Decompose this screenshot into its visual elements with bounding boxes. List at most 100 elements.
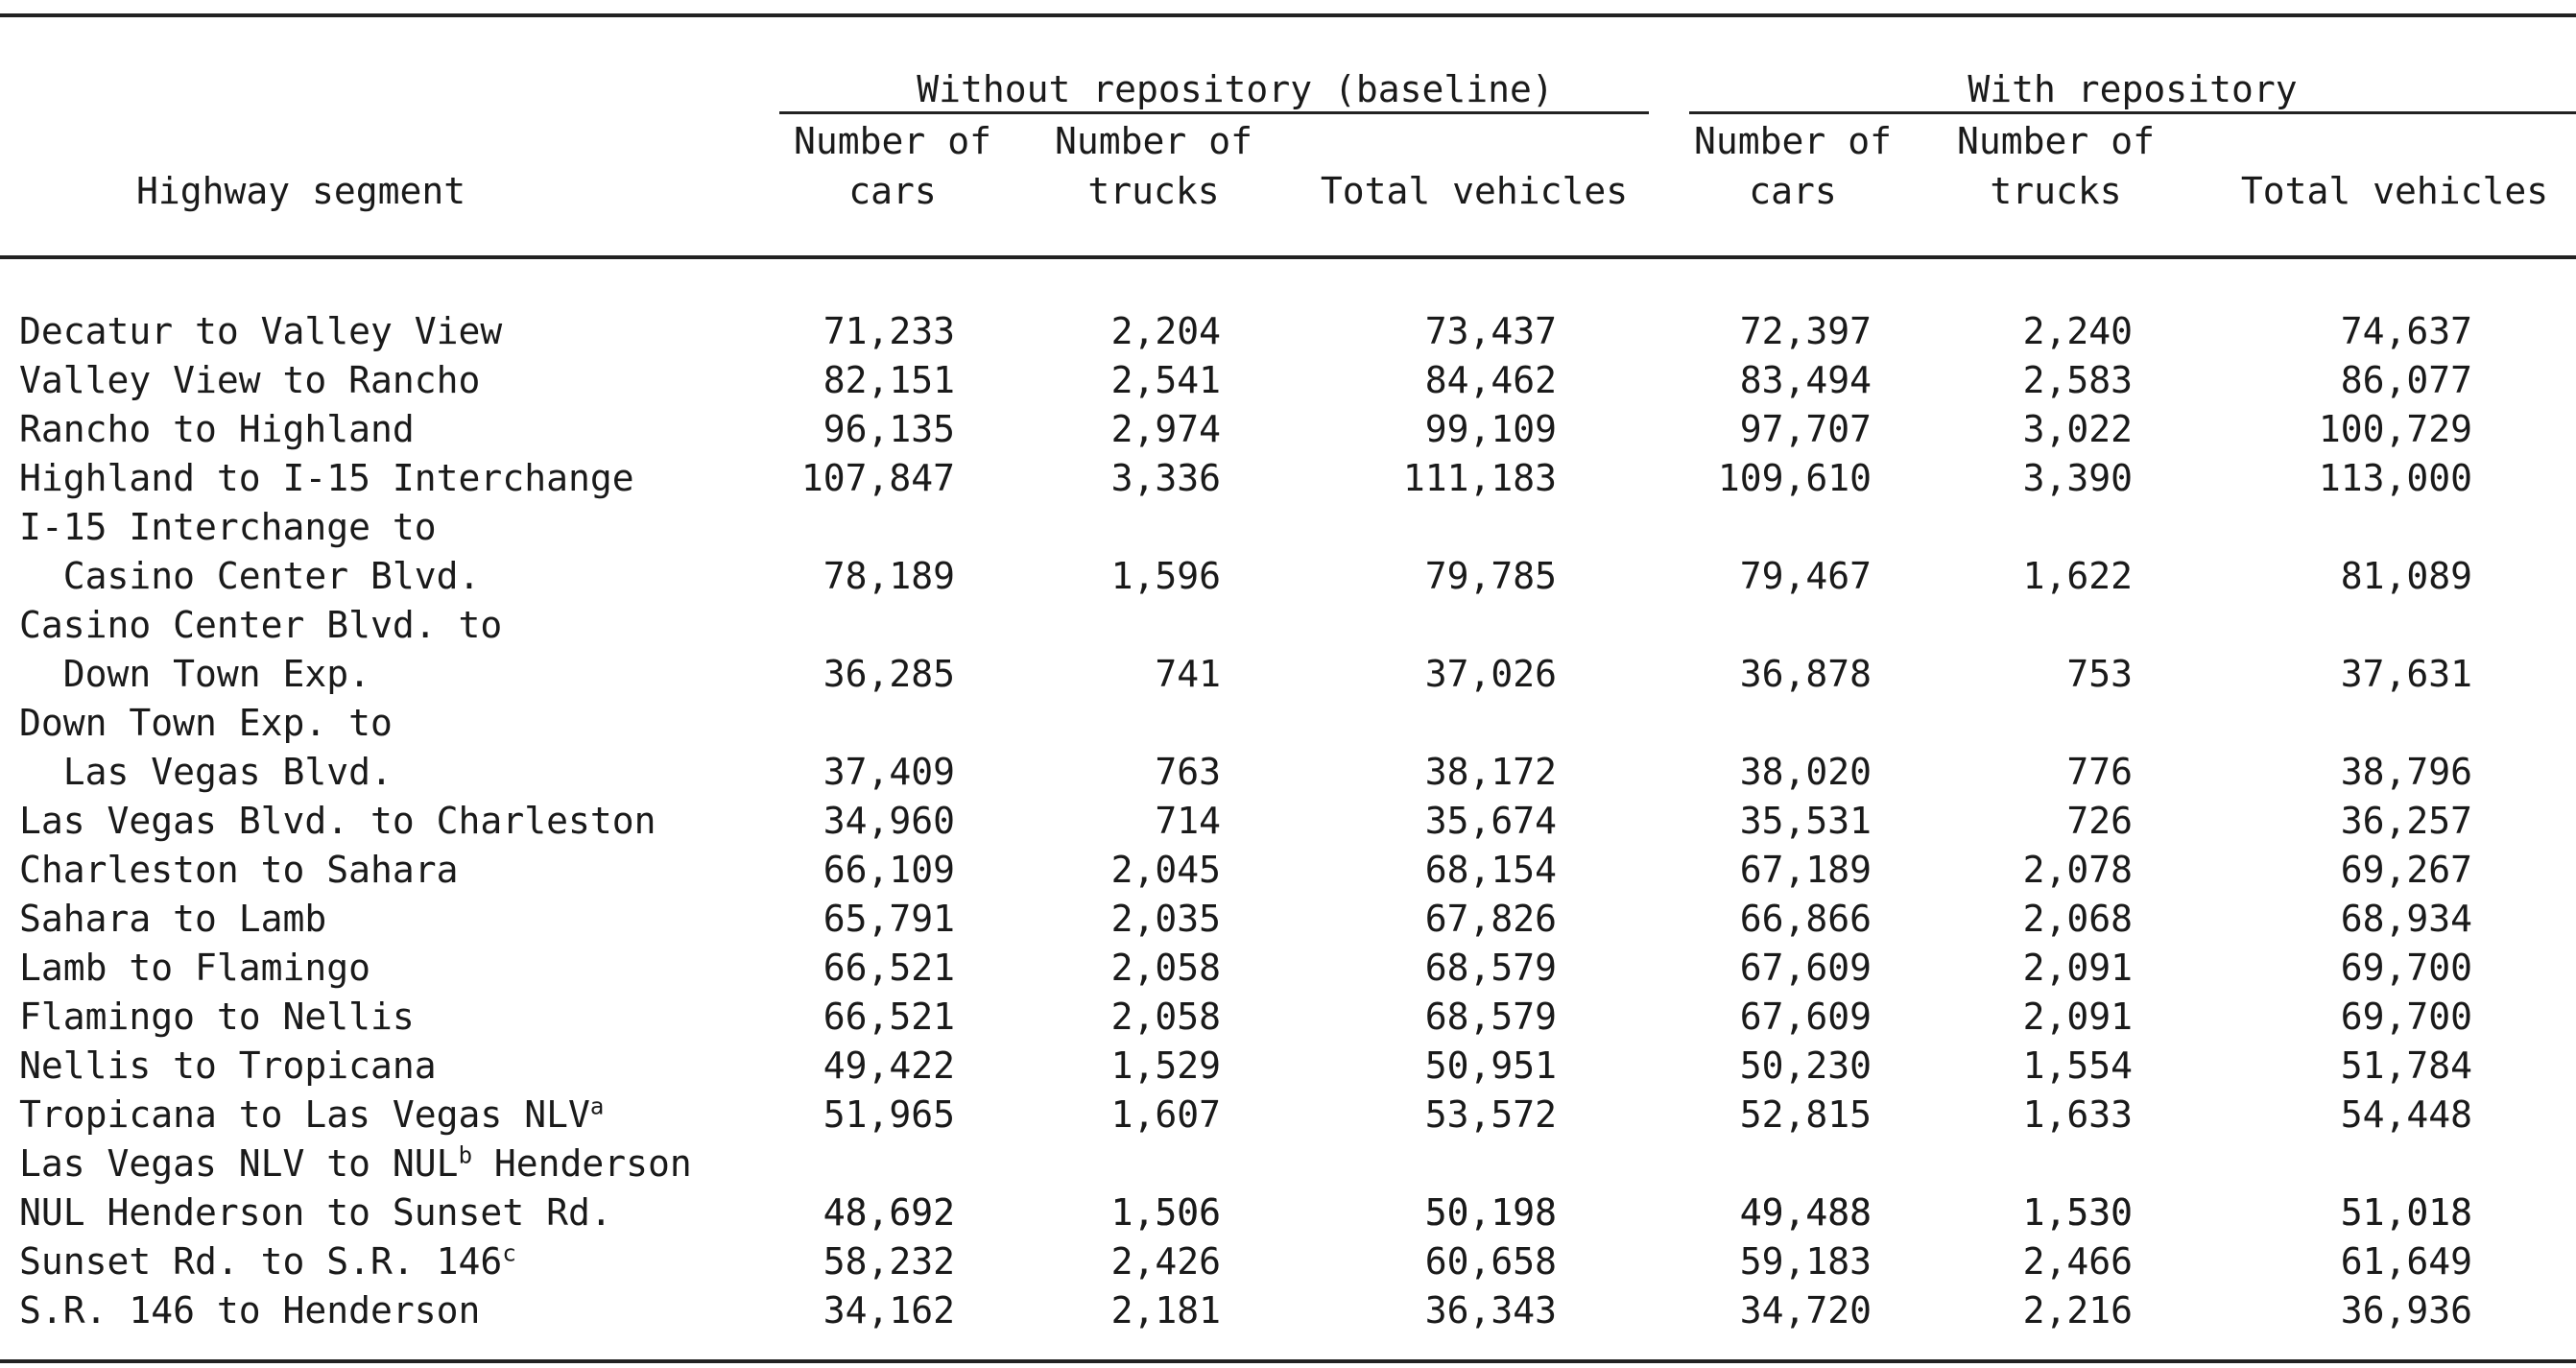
col-header-trucks2-line1: Number of xyxy=(1957,120,2155,162)
group-rule-with-repository xyxy=(1689,111,2576,114)
group-rule-baseline xyxy=(779,111,1649,114)
segment-label: NUL Henderson to Sunset Rd. xyxy=(19,1191,612,1234)
table-cell: 67,826 xyxy=(1424,898,1557,940)
table-cell: 82,151 xyxy=(823,359,955,401)
col-header-trucks-line1: Number of xyxy=(1055,120,1252,162)
table-cell: 35,674 xyxy=(1424,800,1557,842)
table-cell: 97,707 xyxy=(1739,408,1872,450)
table-cell: 66,866 xyxy=(1739,898,1872,940)
table-cell: 3,390 xyxy=(2022,457,2133,499)
segment-label: Las Vegas Blvd. to Charleston xyxy=(19,800,656,842)
footnote-marker: a xyxy=(589,1092,605,1120)
table-cell: 36,878 xyxy=(1739,653,1872,695)
col-header-segment: Highway segment xyxy=(136,170,466,212)
segment-label: Flamingo to Nellis xyxy=(19,996,415,1038)
group-header-with-repository: With repository xyxy=(1968,68,2298,110)
segment-label: Tropicana to Las Vegas NLVa xyxy=(19,1092,605,1136)
table-cell: 61,649 xyxy=(2340,1240,2472,1283)
segment-label: Rancho to Highland xyxy=(19,408,415,450)
table-cell: 2,204 xyxy=(1110,310,1221,352)
table-cell: 726 xyxy=(2066,800,2133,842)
table-cell: 50,198 xyxy=(1424,1191,1557,1234)
table-cell: 36,285 xyxy=(823,653,955,695)
table-cell: 36,257 xyxy=(2340,800,2472,842)
table-cell: 34,720 xyxy=(1739,1289,1872,1332)
table-cell: 113,000 xyxy=(2318,457,2472,499)
table-cell: 1,506 xyxy=(1110,1191,1221,1234)
table-cell: 67,609 xyxy=(1739,996,1872,1038)
table-cell: 78,189 xyxy=(823,555,955,597)
table-cell: 111,183 xyxy=(1402,457,1557,499)
table-cell: 84,462 xyxy=(1424,359,1557,401)
table-cell: 2,583 xyxy=(2022,359,2133,401)
table-cell: 109,610 xyxy=(1717,457,1872,499)
table-cell: 1,633 xyxy=(2022,1093,2133,1136)
segment-label: Highland to I-15 Interchange xyxy=(19,457,634,499)
table-cell: 73,437 xyxy=(1424,310,1557,352)
table-cell: 1,530 xyxy=(2022,1191,2133,1234)
segment-label: Sahara to Lamb xyxy=(19,898,327,940)
table-cell: 68,579 xyxy=(1424,947,1557,989)
table-cell: 2,091 xyxy=(2022,947,2133,989)
segment-label: Down Town Exp. xyxy=(19,653,371,695)
table-cell: 3,336 xyxy=(1110,457,1221,499)
table-cell: 35,531 xyxy=(1739,800,1872,842)
segment-label: Nellis to Tropicana xyxy=(19,1044,437,1087)
table-cell: 714 xyxy=(1155,800,1221,842)
table-cell: 68,934 xyxy=(2340,898,2472,940)
table-cell: 69,700 xyxy=(2340,947,2472,989)
table-cell: 99,109 xyxy=(1424,408,1557,450)
segment-label: Lamb to Flamingo xyxy=(19,947,371,989)
table-cell: 49,488 xyxy=(1739,1191,1872,1234)
table-cell: 37,631 xyxy=(2340,653,2472,695)
col-header-total2: Total vehicles xyxy=(2240,170,2549,212)
segment-label: Valley View to Rancho xyxy=(19,359,481,401)
table-cell: 65,791 xyxy=(823,898,955,940)
footnote-marker: c xyxy=(502,1239,516,1267)
table-cell: 50,230 xyxy=(1739,1044,1872,1087)
table-cell: 52,815 xyxy=(1739,1093,1872,1136)
table-cell: 1,554 xyxy=(2022,1044,2133,1087)
table-cell: 86,077 xyxy=(2340,359,2472,401)
table-cell: 79,467 xyxy=(1739,555,1872,597)
table-cell: 66,521 xyxy=(823,947,955,989)
table-cell: 36,936 xyxy=(2340,1289,2472,1332)
table-cell: 50,951 xyxy=(1424,1044,1557,1087)
table-cell: 2,466 xyxy=(2022,1240,2133,1283)
table-cell: 2,091 xyxy=(2022,996,2133,1038)
table-cell: 1,607 xyxy=(1110,1093,1221,1136)
table-cell: 3,022 xyxy=(2022,408,2133,450)
table-cell: 2,541 xyxy=(1110,359,1221,401)
table-cell: 69,700 xyxy=(2340,996,2472,1038)
table-cell: 36,343 xyxy=(1424,1289,1557,1332)
table-cell: 2,240 xyxy=(2022,310,2133,352)
table-cell: 100,729 xyxy=(2318,408,2472,450)
table-cell: 49,488 xyxy=(1739,1191,1872,1234)
group-header-baseline: Without repository (baseline) xyxy=(917,68,1554,110)
top-rule xyxy=(0,13,2576,17)
table-cell: 66,109 xyxy=(823,849,955,891)
table-cell: 74,637 xyxy=(2340,310,2472,352)
table-cell: 34,960 xyxy=(823,800,955,842)
table-cell: 38,172 xyxy=(1424,751,1557,793)
segment-label: Las Vegas Blvd. xyxy=(19,751,393,793)
table-cell: 51,784 xyxy=(2340,1044,2472,1087)
table-cell: 79,785 xyxy=(1424,555,1557,597)
segment-label: I-15 Interchange to xyxy=(19,506,437,548)
table-cell: 51,965 xyxy=(823,1093,955,1136)
table-cell: 753 xyxy=(2066,653,2133,695)
table-cell: 58,232 xyxy=(823,1240,955,1283)
table-cell: 2,058 xyxy=(1110,947,1221,989)
table-cell: 38,020 xyxy=(1739,751,1872,793)
table-cell: 48,692 xyxy=(823,1191,955,1234)
table-cell: 60,658 xyxy=(1424,1240,1557,1283)
table-cell: 50,198 xyxy=(1424,1191,1557,1234)
table-cell: 2,035 xyxy=(1110,898,1221,940)
segment-label: Charleston to Sahara xyxy=(19,849,459,891)
header-rule xyxy=(0,255,2576,259)
col-header-trucks-line2: trucks xyxy=(1087,170,1220,212)
col-header-cars2-line2: cars xyxy=(1749,170,1837,212)
table-cell: 49,422 xyxy=(823,1044,955,1087)
table-cell: 67,609 xyxy=(1739,947,1872,989)
table-cell: 2,045 xyxy=(1110,849,1221,891)
